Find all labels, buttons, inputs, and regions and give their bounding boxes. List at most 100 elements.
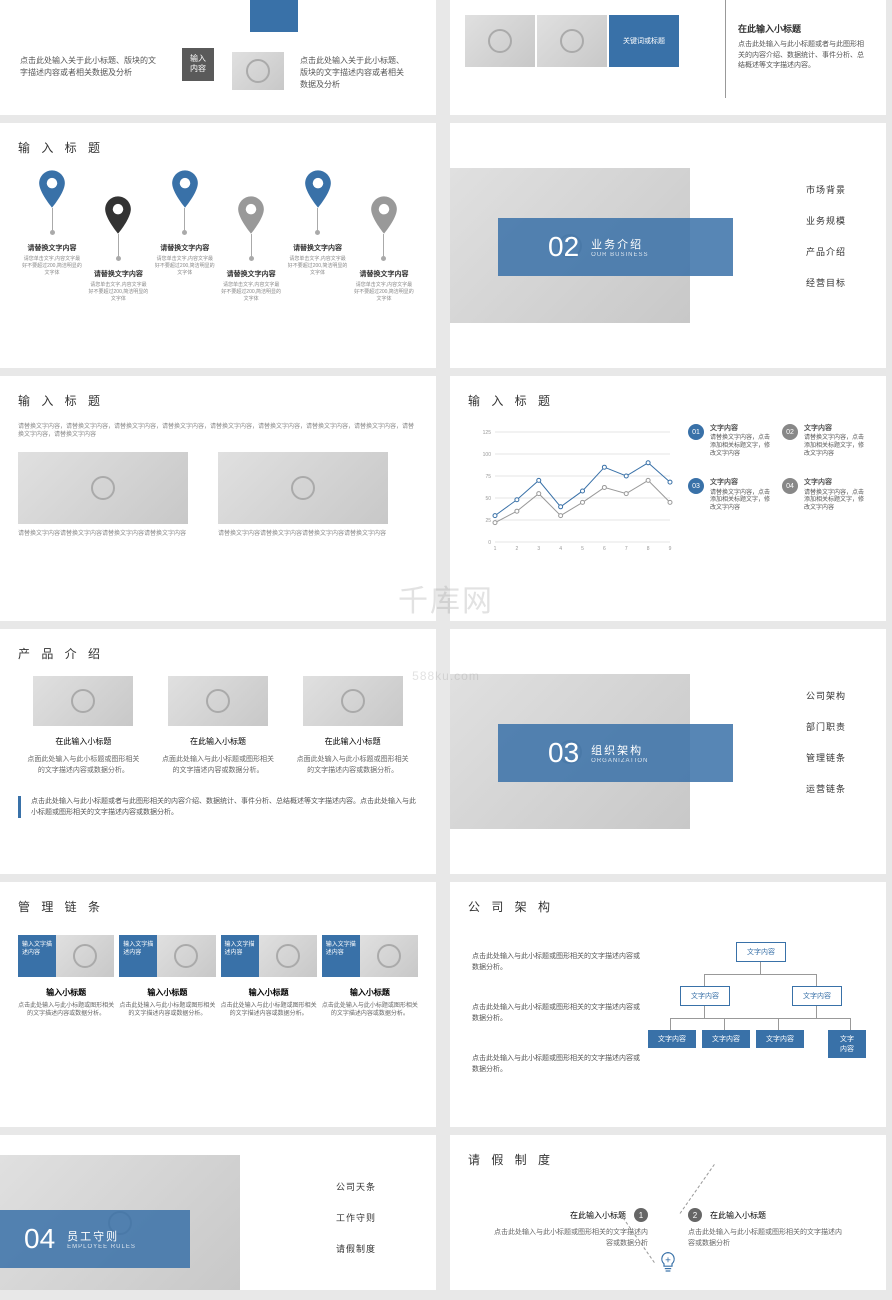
slide-7-products: 产 品 介 绍 在此输入小标题点面此处输入与此小标题或图形相关的文字描述内容或数… — [0, 629, 436, 874]
timeline-pin: 请替换文字内容请您单击文字,内容文字最好不要超过200,简洁明显的文字体 — [221, 196, 281, 303]
slide-4-section02: 02 业务介绍 OUR BUSINESS 市场背景业务规模产品介绍经营目标 — [450, 123, 886, 368]
slide-5: 输 入 标 题 请替换文字内容，请替换文字内容，请替换文字内容，请替换文字内容，… — [0, 376, 436, 621]
mgmt-col: 输入文字描述内容输入小标题点击此处输入与此小标题或图形相关的文字描述内容或数据分… — [221, 935, 317, 1019]
svg-text:9: 9 — [669, 546, 672, 552]
management-row: 输入文字描述内容输入小标题点击此处输入与此小标题或图形相关的文字描述内容或数据分… — [18, 935, 418, 1019]
chart-legend-items: 01 文字内容请替换文字内容，点击添加相关标题文字，修改文字内容 02 文字内容请替换… — [688, 424, 868, 513]
chart-item-num: 04 — [782, 478, 798, 494]
mgmt-text: 点击此处输入与此小标题或图形相关的文字描述内容或数据分析。 — [322, 1002, 418, 1019]
line-chart: 0255075100125123456789 — [470, 422, 680, 562]
slide-3-timeline: 输 入 标 题 请替换文字内容请您单击文字,内容文字最好不要超过200,简洁明显… — [0, 123, 436, 368]
section-list-item: 工作守则 — [336, 1211, 376, 1224]
mgmt-title: 输入小标题 — [18, 987, 114, 998]
slide5-img1 — [18, 452, 188, 524]
slide-2: 关键词或标题 在此输入小标题 点击此处输入与此小标题或者与此图形相关的内容介绍、… — [450, 0, 886, 115]
chart-item-num: 03 — [688, 478, 704, 494]
dashed-line-right — [680, 1164, 715, 1214]
mgmt-label: 输入文字描述内容 — [221, 935, 259, 977]
chart-item-num: 02 — [782, 424, 798, 440]
section-overlay: 03 组织架构 ORGANIZATION — [498, 724, 733, 782]
org-node-l3: 文字内容 — [702, 1030, 750, 1048]
mgmt-col: 输入文字描述内容输入小标题点击此处输入与此小标题或图形相关的文字描述内容或数据分… — [322, 935, 418, 1019]
chart-item-text: 文字内容请替换文字内容，点击添加相关标题文字，修改文字内容 — [710, 424, 774, 458]
section-name: 员工守则 EMPLOYEE RULES — [67, 1228, 136, 1250]
slide1-image — [232, 52, 284, 90]
pin-title: 请替换文字内容 — [88, 269, 148, 279]
map-pin-icon — [171, 170, 199, 208]
chart-item-text: 文字内容请替换文字内容，点击添加相关标题文字，修改文字内容 — [710, 478, 774, 512]
mgmt-image — [259, 935, 317, 977]
leave-num-1: 1 — [634, 1208, 648, 1222]
pin-text: 请您单击文字,内容文字最好不要超过200,简洁明显的文字体 — [88, 282, 148, 303]
mgmt-title: 输入小标题 — [221, 987, 317, 998]
leave-num-2: 2 — [688, 1208, 702, 1222]
section-name-cn: 组织架构 — [591, 742, 648, 758]
section-list-item: 产品介绍 — [806, 245, 846, 258]
product-text: 点面此处输入与此小标题或图形相关的文字描述内容或数据分析。 — [295, 755, 410, 776]
slide7-title: 产 品 介 绍 — [18, 641, 418, 662]
slide2-title: 在此输入小标题 — [738, 22, 868, 35]
mgmt-col: 输入文字描述内容输入小标题点击此处输入与此小标题或图形相关的文字描述内容或数据分… — [18, 935, 114, 1019]
mgmt-title: 输入小标题 — [119, 987, 215, 998]
slide-9-management: 管 理 链 条 输入文字描述内容输入小标题点击此处输入与此小标题或图形相关的文字… — [0, 882, 436, 1127]
slide2-blue-label: 关键词或标题 — [609, 15, 679, 67]
section-list-item: 业务规模 — [806, 214, 846, 227]
leave-row: 1在此输入小标题 点击此处输入与此小标题或图形相关的文字描述内容或数据分析 2在… — [468, 1208, 868, 1249]
slide2-img2 — [537, 15, 607, 67]
leave-left: 1在此输入小标题 点击此处输入与此小标题或图形相关的文字描述内容或数据分析 — [488, 1208, 648, 1249]
divider-line — [725, 0, 726, 98]
svg-text:1: 1 — [494, 546, 497, 552]
section-list: 市场背景业务规模产品介绍经营目标 — [806, 183, 846, 307]
timeline-pin: 请替换文字内容请您单击文字,内容文字最好不要超过200,简洁明显的文字体 — [22, 170, 82, 303]
mgmt-text: 点击此处输入与此小标题或图形相关的文字描述内容或数据分析。 — [221, 1002, 317, 1019]
chart-svg: 0255075100125123456789 — [470, 422, 680, 562]
slide6-title: 输 入 标 题 — [468, 388, 868, 409]
slide2-images: 关键词或标题 — [465, 15, 679, 67]
slide-1: 点击此处输入关于此小标题、版块的文字描述内容或者相关数据及分析 输入 内容 点击… — [0, 0, 436, 115]
slide10-title: 公 司 架 构 — [468, 894, 868, 915]
section-name: 组织架构 ORGANIZATION — [591, 742, 648, 764]
chart-item-num: 01 — [688, 424, 704, 440]
pin-title: 请替换文字内容 — [221, 269, 281, 279]
slide-8-section03: 03 组织架构 ORGANIZATION 公司架构部门职责管理链条运营链条 — [450, 629, 886, 874]
svg-text:5: 5 — [581, 546, 584, 552]
product-row: 在此输入小标题点面此处输入与此小标题或图形相关的文字描述内容或数据分析。在此输入… — [18, 676, 418, 776]
mgmt-text: 点击此处输入与此小标题或图形相关的文字描述内容或数据分析。 — [119, 1002, 215, 1019]
timeline-pin: 请替换文字内容请您单击文字,内容文字最好不要超过200,简洁明显的文字体 — [155, 170, 215, 303]
section-number: 02 — [548, 231, 579, 263]
mgmt-image — [360, 935, 418, 977]
svg-text:7: 7 — [625, 546, 628, 552]
blue-block — [250, 0, 298, 32]
pin-text: 请您单击文字,内容文字最好不要超过200,简洁明显的文字体 — [221, 282, 281, 303]
svg-text:4: 4 — [559, 546, 562, 552]
chart-item: 04文字内容请替换文字内容，点击添加相关标题文字，修改文字内容 — [782, 478, 868, 512]
org-text-item: 点击此处输入与此小标题或图形相关的文字描述内容或数据分析。 — [472, 1054, 642, 1075]
slide5-title: 输 入 标 题 — [18, 388, 418, 409]
org-node-l3: 文字内容 — [648, 1030, 696, 1048]
section-list: 公司架构部门职责管理链条运营链条 — [806, 689, 846, 813]
mgmt-label: 输入文字描述内容 — [322, 935, 360, 977]
section-list-item: 经营目标 — [806, 276, 846, 289]
slide1-text2: 点击此处输入关于此小标题、版块的文字描述内容或者相关数据及分析 — [300, 55, 410, 91]
pin-title: 请替换文字内容 — [22, 243, 82, 253]
mgmt-text: 点击此处输入与此小标题或图形相关的文字描述内容或数据分析。 — [18, 1002, 114, 1019]
svg-text:0: 0 — [488, 540, 491, 546]
org-text-item: 点击此处输入与此小标题或图形相关的文字描述内容或数据分析。 — [472, 952, 642, 973]
svg-text:75: 75 — [485, 474, 491, 480]
org-node-l3: 文字内容 — [828, 1030, 866, 1058]
svg-text:25: 25 — [485, 518, 491, 524]
product-col: 在此输入小标题点面此处输入与此小标题或图形相关的文字描述内容或数据分析。 — [295, 676, 410, 776]
svg-text:2: 2 — [515, 546, 518, 552]
product-title: 在此输入小标题 — [161, 736, 276, 747]
product-image — [303, 676, 403, 726]
org-node-l2: 文字内容 — [792, 986, 842, 1006]
slide2-text: 点击此处输入与此小标题或者与此图形相关的内容介绍、数据统计、事件分析、总结概述等… — [738, 40, 868, 72]
map-pin-icon — [237, 196, 265, 234]
product-image — [168, 676, 268, 726]
mgmt-image — [56, 935, 114, 977]
timeline-pin: 请替换文字内容请您单击文字,内容文字最好不要超过200,简洁明显的文字体 — [88, 196, 148, 303]
section-overlay: 02 业务介绍 OUR BUSINESS — [498, 218, 733, 276]
slide-12-leave: 请 假 制 度 1在此输入小标题 点击此处输入与此小标题或图形相关的文字描述内容… — [450, 1135, 886, 1290]
section-name-en: OUR BUSINESS — [591, 252, 648, 258]
product-col: 在此输入小标题点面此处输入与此小标题或图形相关的文字描述内容或数据分析。 — [26, 676, 141, 776]
